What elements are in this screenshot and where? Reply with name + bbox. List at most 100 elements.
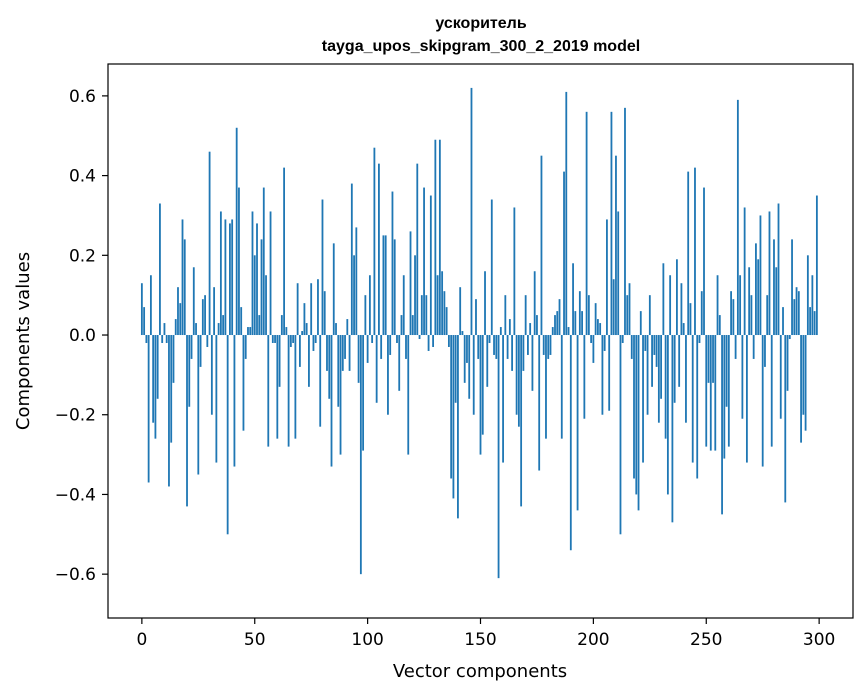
bar bbox=[624, 107, 626, 336]
bar bbox=[364, 295, 367, 336]
bar bbox=[703, 187, 705, 336]
bar bbox=[775, 267, 778, 336]
bar bbox=[308, 335, 310, 387]
bar bbox=[149, 275, 152, 336]
bar bbox=[387, 335, 389, 415]
bar bbox=[481, 335, 484, 435]
bar bbox=[159, 203, 161, 336]
bar bbox=[416, 163, 419, 336]
bar bbox=[800, 335, 802, 443]
bar bbox=[147, 335, 150, 483]
bar bbox=[353, 255, 355, 336]
bar bbox=[734, 335, 737, 359]
bar bbox=[603, 335, 606, 351]
bar bbox=[226, 335, 229, 535]
bar bbox=[558, 299, 561, 336]
bar bbox=[368, 275, 371, 336]
bar bbox=[594, 303, 597, 336]
bar bbox=[637, 335, 640, 511]
bar bbox=[533, 271, 536, 336]
bar bbox=[443, 291, 446, 336]
y-tick-label: −0.2 bbox=[55, 406, 96, 426]
bar bbox=[242, 335, 245, 431]
bar bbox=[260, 239, 263, 336]
bar bbox=[235, 127, 238, 336]
bar bbox=[549, 335, 552, 355]
bar bbox=[718, 315, 721, 336]
bar bbox=[355, 227, 358, 336]
bar bbox=[328, 335, 331, 399]
bar bbox=[615, 155, 617, 336]
bar bbox=[508, 319, 511, 336]
bar bbox=[346, 319, 349, 336]
bar bbox=[676, 259, 678, 336]
bar bbox=[725, 335, 728, 407]
bar bbox=[396, 335, 398, 343]
bar bbox=[540, 155, 543, 336]
bar bbox=[608, 335, 611, 411]
bar bbox=[289, 335, 292, 347]
bar bbox=[554, 315, 556, 336]
bar bbox=[330, 335, 333, 467]
bar bbox=[750, 295, 753, 336]
bar bbox=[470, 87, 473, 336]
bar bbox=[655, 335, 658, 367]
bar bbox=[199, 335, 202, 367]
bar bbox=[563, 171, 565, 336]
x-axis-label: Vector components bbox=[393, 661, 567, 682]
y-tick-label: −0.4 bbox=[55, 485, 96, 505]
bar bbox=[445, 307, 448, 336]
bar bbox=[371, 335, 374, 343]
bar bbox=[201, 299, 204, 336]
bar bbox=[247, 327, 249, 336]
bar bbox=[438, 139, 441, 336]
bar bbox=[332, 243, 335, 336]
bar bbox=[773, 239, 775, 336]
bar bbox=[691, 335, 694, 463]
bar bbox=[572, 263, 574, 336]
bar bbox=[755, 243, 757, 336]
bar bbox=[267, 335, 270, 447]
bar bbox=[687, 171, 690, 336]
bar bbox=[601, 335, 604, 415]
bar bbox=[565, 91, 568, 336]
bar bbox=[556, 311, 559, 336]
bar bbox=[215, 335, 218, 463]
bar bbox=[626, 295, 629, 336]
bar bbox=[793, 299, 796, 336]
bar bbox=[204, 295, 206, 336]
bar bbox=[161, 335, 164, 343]
x-tick-label: 250 bbox=[690, 630, 722, 650]
bar bbox=[287, 335, 290, 447]
bar bbox=[743, 207, 746, 336]
bar bbox=[393, 239, 396, 336]
bar bbox=[208, 151, 211, 336]
bar bbox=[472, 335, 475, 415]
bar bbox=[432, 335, 434, 347]
bar bbox=[170, 335, 173, 443]
bar bbox=[269, 211, 272, 336]
bar bbox=[375, 335, 378, 403]
bar bbox=[344, 335, 346, 359]
bar bbox=[497, 335, 500, 579]
bar bbox=[551, 327, 554, 336]
bar bbox=[666, 335, 669, 495]
x-tick-label: 50 bbox=[244, 630, 266, 650]
bar bbox=[784, 335, 787, 503]
bar bbox=[689, 303, 692, 336]
bar bbox=[156, 335, 159, 399]
bar bbox=[475, 299, 477, 336]
bar bbox=[709, 335, 712, 451]
bar bbox=[727, 335, 730, 447]
bar bbox=[673, 335, 676, 403]
bar bbox=[587, 295, 590, 336]
bar bbox=[140, 283, 143, 336]
bar bbox=[145, 335, 148, 343]
bar bbox=[748, 267, 751, 336]
bar bbox=[457, 335, 459, 519]
bar bbox=[335, 323, 337, 336]
bar bbox=[612, 279, 615, 336]
bar bbox=[527, 335, 529, 355]
bar bbox=[815, 195, 818, 336]
bar bbox=[240, 307, 243, 336]
